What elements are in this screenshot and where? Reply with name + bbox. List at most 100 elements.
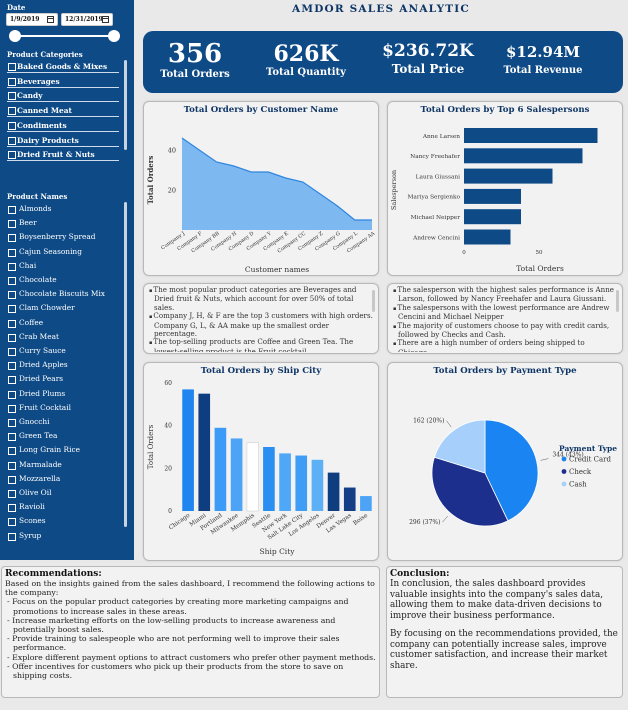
- legend-marker: [561, 469, 567, 474]
- product-item[interactable]: Syrup: [7, 530, 119, 543]
- insight-item: There are a high number of orders being …: [393, 339, 617, 352]
- product-item[interactable]: Mozzarella: [7, 473, 119, 486]
- recommendation-item: Offer incentives for customers who pick …: [5, 662, 377, 680]
- calendar-icon[interactable]: [102, 16, 109, 23]
- pie-slice: [431, 456, 509, 527]
- y-tick-label: Anne Larsen: [422, 134, 460, 140]
- product-item[interactable]: Dried Plums: [7, 388, 119, 401]
- product-item[interactable]: Scones: [7, 515, 119, 528]
- start-date-input[interactable]: 1/9/2019: [6, 13, 58, 26]
- recommendations-intro: Based on the insights gained from the sa…: [5, 579, 375, 598]
- product-item[interactable]: Beer: [7, 217, 119, 230]
- y-tick-label: 40: [168, 147, 176, 155]
- product-item[interactable]: Curry Sauce: [7, 345, 119, 358]
- insights-right-panel: The salesperson with the highest sales p…: [387, 283, 623, 354]
- product-item[interactable]: Coffee: [7, 317, 119, 330]
- category-item[interactable]: Candy: [7, 90, 119, 103]
- page-title: AMDOR SALES ANALYTIC: [292, 3, 470, 15]
- product-item[interactable]: Almonds: [7, 203, 119, 216]
- y-axis-label: Salesperson: [390, 170, 398, 210]
- city-bar: [182, 389, 194, 511]
- y-tick-label: 40: [164, 423, 172, 430]
- kpi-total-quantity: 626K Total Quantity: [261, 43, 351, 78]
- slider-end-handle[interactable]: [108, 30, 120, 42]
- kpi-value: $12.94M: [505, 43, 580, 61]
- chart-title: Total Orders by Payment Type: [433, 366, 577, 376]
- product-item[interactable]: Fruit Cocktail: [7, 402, 119, 415]
- y-tick-label: Michael Neipper: [411, 215, 461, 221]
- insight-item: The salesperson with the highest sales p…: [393, 286, 617, 304]
- category-item[interactable]: Beverages: [7, 76, 119, 88]
- y-tick-label: Andrew Cencini: [412, 235, 460, 241]
- kpi-label: Total Quantity: [266, 67, 346, 78]
- x-tick-label: Boise: [353, 512, 370, 526]
- insight-item: The majority of customers choose to pay …: [393, 321, 617, 340]
- insights-left-panel: The most popular product categories are …: [143, 283, 379, 354]
- city-bar: [327, 472, 340, 511]
- x-axis-label: Total Orders: [516, 264, 564, 273]
- y-tick-label: Laura Giussani: [416, 174, 460, 180]
- x-tick-label: 0: [462, 250, 466, 256]
- ship-city-chart-panel: Total Orders by Ship City Chicago Miami Po…: [143, 362, 379, 561]
- product-item[interactable]: Dried Apples: [7, 359, 119, 372]
- salesperson-bar: [464, 168, 553, 184]
- x-tick-label: Chicago: [168, 512, 191, 531]
- product-item[interactable]: Dried Pears: [7, 373, 119, 386]
- city-bar: [263, 447, 275, 511]
- category-item[interactable]: Dairy Products: [7, 135, 119, 147]
- end-date-value: 12/31/2019: [65, 16, 103, 23]
- product-item[interactable]: Clam Chowder: [7, 302, 119, 315]
- recommendation-item: Provide training to salespeople who are …: [5, 634, 377, 652]
- product-item[interactable]: Boysenberry Spread: [7, 231, 119, 244]
- product-item[interactable]: Crab Meat: [7, 331, 119, 344]
- y-tick-label: 20: [164, 465, 172, 472]
- recommendations-box: Recommendations: Based on the insights g…: [1, 566, 380, 698]
- x-axis-label: Customer names: [245, 265, 309, 274]
- y-tick-label: 20: [168, 187, 176, 195]
- kpi-total-orders: 356 Total Orders: [155, 41, 235, 80]
- product-item[interactable]: Long Grain Rice: [7, 444, 119, 457]
- legend-marker: [561, 481, 567, 487]
- product-item[interactable]: Green Tea: [7, 430, 119, 443]
- product-item[interactable]: Ravioli: [7, 501, 119, 514]
- kpi-label: Total Revenue: [503, 65, 583, 76]
- product-item[interactable]: Cajun Seasoning: [7, 246, 119, 259]
- conclusion-box: Conclusion: In conclusion, the sales das…: [386, 566, 623, 698]
- y-axis-label: Total Orders: [146, 156, 155, 205]
- legend-title: Payment Type: [559, 444, 617, 453]
- date-range-slider[interactable]: [13, 35, 115, 37]
- city-bar: [230, 438, 243, 511]
- product-item[interactable]: Olive Oil: [7, 487, 119, 500]
- y-tick-label: 0: [168, 508, 172, 515]
- legend-marker: [561, 456, 567, 462]
- pie-leader-line: [446, 420, 452, 428]
- insights-left-list: The most popular product categories are …: [149, 286, 373, 352]
- slider-start-handle[interactable]: [9, 30, 21, 42]
- category-item[interactable]: Dried Fruit & Nuts: [7, 149, 119, 162]
- pie-data-label: 344 (43%): [552, 452, 583, 459]
- category-item[interactable]: Baked Goods & Mixes: [7, 61, 119, 73]
- product-scrollbar[interactable]: [124, 202, 127, 527]
- y-tick-label: 60: [164, 380, 172, 387]
- insights-right-scrollbar[interactable]: [616, 290, 619, 312]
- salesperson-bar: [464, 128, 598, 143]
- product-item[interactable]: Chocolate Biscuits Mix: [7, 288, 119, 301]
- category-item[interactable]: Canned Meat: [7, 105, 119, 118]
- customer-orders-chart-panel: Total Orders by Customer Name 20 40 Compan…: [143, 101, 379, 276]
- product-item[interactable]: Gnocchi: [7, 416, 119, 429]
- kpi-label: Total Orders: [160, 69, 230, 80]
- calendar-icon[interactable]: [47, 16, 54, 23]
- product-item[interactable]: Chai: [7, 260, 119, 273]
- recommendation-item: Increase marketing efforts on the low-se…: [5, 616, 377, 634]
- category-scrollbar[interactable]: [124, 60, 127, 150]
- city-bar: [295, 455, 308, 511]
- city-bar: [198, 393, 211, 511]
- salesperson-orders-bar-chart: Anne Larsen Nancy Freehafer Laura Giussani…: [390, 128, 598, 273]
- insights-left-scrollbar[interactable]: [372, 290, 375, 312]
- recommendations-list: Focus on the popular product categories …: [5, 597, 377, 680]
- kpi-value: 626K: [273, 41, 339, 67]
- category-item[interactable]: Condiments: [7, 120, 119, 132]
- product-item[interactable]: Chocolate: [7, 274, 119, 287]
- product-item[interactable]: Marmalade: [7, 459, 119, 472]
- end-date-input[interactable]: 12/31/2019: [61, 13, 113, 26]
